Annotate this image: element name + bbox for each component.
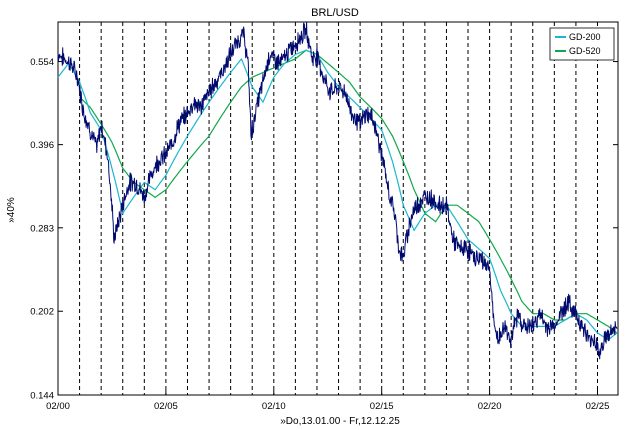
- y-tick-label: 0.283: [30, 223, 54, 234]
- legend-label-gd-520: GD-520: [569, 46, 601, 56]
- y-tick-label: 0.396: [30, 140, 54, 151]
- vertical-gridlines: [79, 22, 598, 395]
- legend-label-gd-200: GD-200: [569, 32, 601, 42]
- x-tick-label: 02/10: [262, 401, 286, 412]
- y-tick-label: 0.144: [30, 391, 54, 402]
- chart-title: BRL/USD: [311, 7, 359, 19]
- x-axis-ticks: 02/00 02/05 02/10 02/15 02/20 02/25: [46, 390, 609, 412]
- x-tick-label: 02/20: [478, 401, 502, 412]
- series-line-price: [57, 21, 618, 360]
- x-tick-label: 02/15: [370, 401, 394, 412]
- y-axis-label: »40%: [6, 197, 17, 223]
- y-tick-label: 0.202: [30, 307, 54, 318]
- series-lines: [57, 21, 618, 360]
- legend-box: [549, 27, 615, 61]
- y-tick-label: 0.554: [30, 57, 54, 68]
- series-line-gd-520: [79, 49, 618, 334]
- y-axis-ticks: 0.144 0.202 0.283 0.396 0.554: [30, 57, 618, 402]
- x-tick-label: 02/00: [46, 401, 70, 412]
- x-tick-label: 02/05: [154, 401, 178, 412]
- x-tick-label: 02/25: [586, 401, 610, 412]
- x-axis-label: »Do,13.01.00 - Fr,12.12.25: [280, 416, 400, 427]
- plot-area-frame: [57, 21, 619, 396]
- legend: GD-200 GD-520: [549, 27, 615, 61]
